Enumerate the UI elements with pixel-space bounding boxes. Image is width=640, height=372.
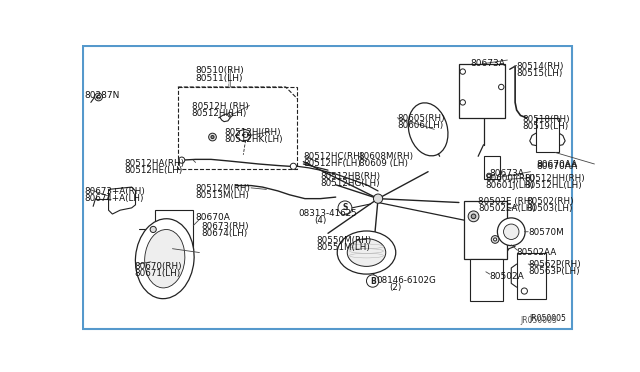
Text: 80600J(RH): 80600J(RH) <box>486 174 536 183</box>
Circle shape <box>367 275 379 287</box>
Bar <box>178 87 297 169</box>
Circle shape <box>521 288 527 294</box>
Text: 80512HB(RH): 80512HB(RH) <box>320 172 380 181</box>
Bar <box>459 64 505 118</box>
Ellipse shape <box>337 231 396 274</box>
Text: 80518(RH): 80518(RH) <box>522 115 570 125</box>
Text: 80519(LH): 80519(LH) <box>522 122 568 131</box>
Text: JR050005: JR050005 <box>520 316 557 325</box>
Bar <box>470 259 503 301</box>
Text: S: S <box>342 203 348 212</box>
Circle shape <box>291 163 296 169</box>
Text: 80515(LH): 80515(LH) <box>516 69 563 78</box>
Text: 80671(LH): 80671(LH) <box>134 269 180 278</box>
Text: 80673(RH): 80673(RH) <box>201 222 248 231</box>
Text: (4): (4) <box>314 217 326 225</box>
Text: 80551M(LH): 80551M(LH) <box>316 243 371 252</box>
Circle shape <box>228 112 232 117</box>
Ellipse shape <box>408 103 448 156</box>
Text: 80513M(LH): 80513M(LH) <box>196 191 250 200</box>
Text: 80670A: 80670A <box>196 212 230 221</box>
Text: 80608M(RH): 80608M(RH) <box>359 153 414 161</box>
Text: 80512HE(LH): 80512HE(LH) <box>124 166 182 174</box>
Text: 80512HG(LH): 80512HG(LH) <box>320 179 380 187</box>
Text: 80512HC(RH): 80512HC(RH) <box>303 153 364 161</box>
Text: 80502AA: 80502AA <box>516 248 557 257</box>
Text: 80512HI(LH): 80512HI(LH) <box>192 109 247 118</box>
Circle shape <box>504 224 519 240</box>
Bar <box>516 253 546 299</box>
Text: 80512HK(LH): 80512HK(LH) <box>224 135 283 144</box>
Bar <box>464 201 507 259</box>
Circle shape <box>179 157 185 163</box>
Text: 80511(LH): 80511(LH) <box>196 74 243 83</box>
Circle shape <box>95 93 102 101</box>
Circle shape <box>492 235 499 243</box>
Circle shape <box>211 135 214 139</box>
Circle shape <box>460 69 465 74</box>
Text: 80512HH(RH): 80512HH(RH) <box>524 174 585 183</box>
Circle shape <box>150 226 156 232</box>
Text: 80673A: 80673A <box>490 169 525 179</box>
Circle shape <box>97 95 100 99</box>
Circle shape <box>460 100 465 105</box>
Text: 80512HA(RH): 80512HA(RH) <box>124 158 184 168</box>
Text: 80609 (LH): 80609 (LH) <box>359 159 408 169</box>
Ellipse shape <box>145 230 185 288</box>
Circle shape <box>497 218 525 246</box>
Text: JR050005: JR050005 <box>530 314 566 323</box>
Text: 08313-41625: 08313-41625 <box>299 209 358 218</box>
Polygon shape <box>109 187 136 214</box>
Text: 80550M(RH): 80550M(RH) <box>316 235 372 245</box>
Text: 80606(LH): 80606(LH) <box>397 121 444 130</box>
Circle shape <box>493 238 497 241</box>
Text: 80512HJ(RH): 80512HJ(RH) <box>224 128 281 137</box>
Text: 80502(RH): 80502(RH) <box>527 197 574 206</box>
Text: 80502EA(LH): 80502EA(LH) <box>478 204 536 213</box>
Text: 80512M(RH): 80512M(RH) <box>196 184 251 193</box>
Text: B: B <box>370 276 376 286</box>
Text: 80502A: 80502A <box>490 272 524 281</box>
Text: 80503(LH): 80503(LH) <box>527 204 573 213</box>
Text: 80512HL(LH): 80512HL(LH) <box>524 181 582 190</box>
Bar <box>155 210 193 249</box>
Text: 80674+A(LH): 80674+A(LH) <box>84 194 144 203</box>
Text: 80512H (RH): 80512H (RH) <box>192 102 248 110</box>
Ellipse shape <box>348 239 386 266</box>
Text: 08146-6102G: 08146-6102G <box>376 276 436 285</box>
Text: 80563P(LH): 80563P(LH) <box>528 267 580 276</box>
Circle shape <box>471 214 476 219</box>
Text: 80514(RH): 80514(RH) <box>516 62 564 71</box>
Text: 80512HF(LH): 80512HF(LH) <box>303 159 361 169</box>
Text: 80670AA: 80670AA <box>537 160 578 169</box>
Text: 80562P(RH): 80562P(RH) <box>528 260 581 269</box>
Text: 80673+A(RH): 80673+A(RH) <box>84 187 145 196</box>
Text: 80570M: 80570M <box>528 228 564 237</box>
Circle shape <box>499 84 504 90</box>
Text: (2): (2) <box>390 283 402 292</box>
Ellipse shape <box>136 219 194 299</box>
Text: 80605(RH): 80605(RH) <box>397 114 445 123</box>
Circle shape <box>486 173 492 178</box>
Circle shape <box>338 201 352 215</box>
Circle shape <box>373 194 383 203</box>
Bar <box>484 156 500 179</box>
Text: 80673A: 80673A <box>470 58 506 67</box>
Text: 80510(RH): 80510(RH) <box>196 66 244 75</box>
Circle shape <box>209 133 216 141</box>
Circle shape <box>243 132 248 137</box>
Text: 80601J(LH): 80601J(LH) <box>486 181 534 190</box>
Text: 80670AA: 80670AA <box>536 162 577 171</box>
Text: 80287N: 80287N <box>84 91 120 100</box>
Text: 80670(RH): 80670(RH) <box>134 262 182 271</box>
Circle shape <box>468 211 479 222</box>
Text: 80674(LH): 80674(LH) <box>201 229 247 238</box>
Text: 80502E (RH): 80502E (RH) <box>478 197 534 206</box>
Bar <box>536 118 559 153</box>
